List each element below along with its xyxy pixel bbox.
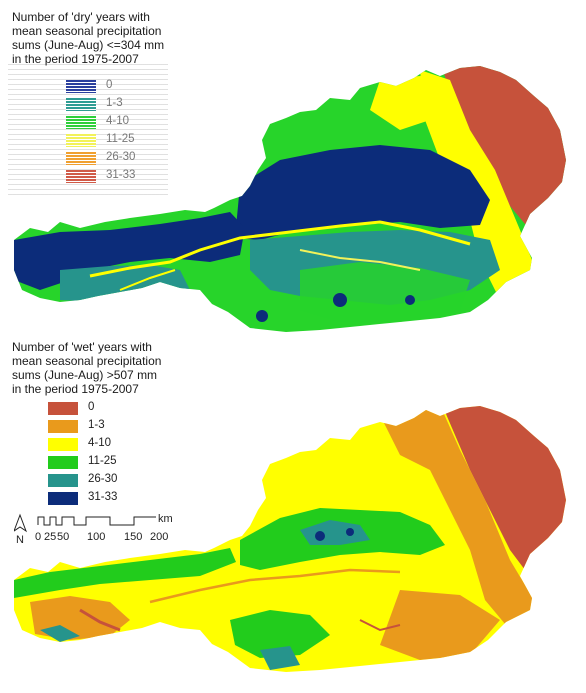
dry-title-line: Number of 'dry' years with bbox=[12, 10, 150, 24]
scale-unit: km bbox=[158, 513, 173, 525]
legend-swatch bbox=[48, 438, 78, 451]
legend-swatch bbox=[48, 456, 78, 469]
legend-label: 1-3 bbox=[106, 97, 123, 109]
legend-swatch bbox=[66, 98, 96, 111]
scale-bar-segments bbox=[37, 516, 156, 526]
north-label: N bbox=[16, 534, 24, 546]
dry-title-line: mean seasonal precipitation bbox=[12, 24, 162, 38]
legend-swatch bbox=[66, 116, 96, 129]
legend-swatch bbox=[66, 152, 96, 165]
north-arrow-icon: N bbox=[12, 513, 28, 546]
wet-map-graphic bbox=[14, 406, 566, 672]
legend-swatch bbox=[48, 420, 78, 433]
legend-label: 4-10 bbox=[88, 437, 112, 449]
legend-swatch bbox=[48, 474, 78, 487]
dry-map-title: Number of 'dry' years with mean seasonal… bbox=[12, 10, 164, 66]
dry-title-line: in the period 1975-2007 bbox=[12, 52, 139, 66]
legend-label: 4-10 bbox=[106, 115, 130, 127]
legend-label: 31-33 bbox=[88, 491, 118, 503]
scale-tick: 100 bbox=[87, 531, 105, 543]
wet-title-line: mean seasonal precipitation bbox=[12, 354, 162, 368]
legend-swatch bbox=[48, 492, 78, 505]
dry-title-line: sums (June-Aug) <=304 mm bbox=[12, 38, 165, 52]
legend-swatch bbox=[66, 170, 96, 183]
legend-label: 1-3 bbox=[88, 419, 105, 431]
legend-label: 0 bbox=[106, 79, 113, 91]
legend-swatch bbox=[48, 402, 78, 415]
legend-label: 26-30 bbox=[106, 151, 136, 163]
scale-tick: 200 bbox=[150, 531, 168, 543]
scale-bar: N 0 25 50 100 150 200 km bbox=[12, 513, 184, 553]
scale-tick: 0 bbox=[35, 531, 41, 543]
legend-label: 0 bbox=[88, 401, 95, 413]
wet-title-line: sums (June-Aug) >507 mm bbox=[12, 368, 158, 382]
wet-map-title: Number of 'wet' years with mean seasonal… bbox=[12, 340, 161, 396]
legend-label: 11-25 bbox=[88, 455, 117, 467]
legend-swatch bbox=[66, 134, 96, 147]
dry-map-graphic bbox=[14, 66, 566, 332]
wet-title-line: Number of 'wet' years with bbox=[12, 340, 152, 354]
wet-years-map: Number of 'wet' years with mean seasonal… bbox=[0, 340, 586, 688]
dry-years-map: Number of 'dry' years with mean seasonal… bbox=[0, 0, 586, 340]
legend-label: 31-33 bbox=[106, 169, 136, 181]
legend-swatch bbox=[66, 80, 96, 93]
scale-tick: 25 bbox=[44, 531, 56, 543]
scale-tick: 150 bbox=[124, 531, 142, 543]
legend-label: 26-30 bbox=[88, 473, 118, 485]
wet-title-line: in the period 1975-2007 bbox=[12, 382, 139, 396]
scale-tick: 50 bbox=[57, 531, 69, 543]
legend-label: 11-25 bbox=[106, 133, 135, 145]
